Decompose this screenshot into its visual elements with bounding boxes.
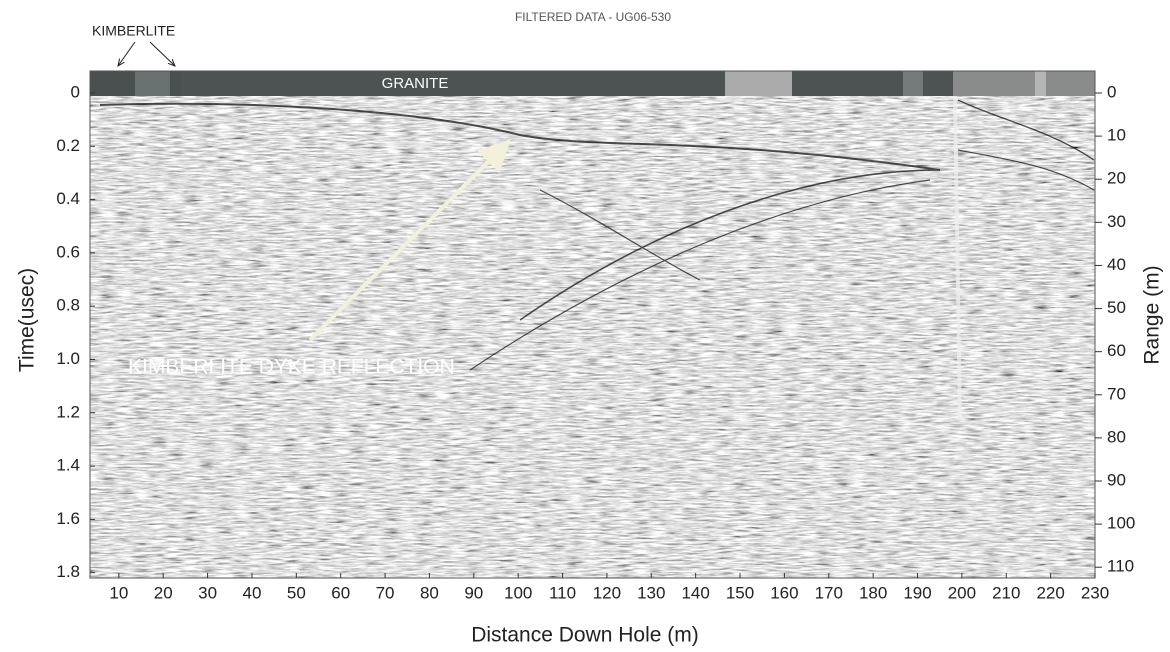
y2-tick-label: 60 [1107,341,1126,360]
y2-axis-label: Range (m) [1141,265,1164,364]
y-tick-label: 1.0 [56,349,80,368]
x-tick-label: 180 [859,583,887,602]
y2-tick-label: 50 [1107,298,1126,317]
x-tick-label: 200 [948,583,976,602]
x-tick-label: 230 [1081,583,1109,602]
chart-title: FILTERED DATA - UG06-530 [515,10,671,24]
x-tick-label: 110 [549,583,576,602]
x-tick-label: 190 [903,583,931,602]
plot-frame [89,70,1096,579]
y-tick-label: 1.8 [56,562,80,581]
x-tick-label: 130 [637,583,665,602]
y-axis-label: Time(usec) [16,268,39,372]
x-tick-label: 40 [242,583,261,602]
y2-tick-label: 110 [1107,557,1134,576]
x-tick-label: 170 [815,583,843,602]
y2-tick-label: 10 [1107,126,1126,145]
y2-tick-label: 0 [1107,82,1116,101]
x-tick-label: 30 [198,583,217,602]
y2-tick-label: 100 [1107,514,1135,533]
annotation: KIMBERLITE DYKE REFLECTION [128,356,455,379]
x-tick-label: 80 [420,583,439,602]
x-tick-label: 220 [1036,583,1064,602]
y2-tick-label: 20 [1107,169,1126,188]
granite-label: GRANITE [382,75,449,92]
y-tick-label: 0.8 [56,296,80,315]
y2-tick-label: 30 [1107,212,1126,231]
x-axis-label: Distance Down Hole (m) [471,624,699,647]
y2-tick-label: 90 [1107,470,1126,489]
kimberlite-label: KIMBERLITE [92,23,175,39]
y2-tick-label: 40 [1107,255,1126,274]
x-tick-label: 140 [681,583,709,602]
y2-tick-label: 70 [1107,384,1126,403]
y-tick-label: 0 [71,82,80,101]
y2-tick-label: 80 [1107,427,1126,446]
y-tick-label: 0.4 [56,189,80,208]
x-tick-label: 20 [154,583,173,602]
x-tick-label: 210 [992,583,1020,602]
x-tick-label: 120 [593,583,621,602]
x-tick-label: 70 [376,583,395,602]
x-tick-label: 50 [287,583,306,602]
y-tick-label: 0.6 [56,242,80,261]
kimberlite-arrow [149,41,175,66]
geology-bar [90,71,1095,96]
y-tick-label: 1.2 [56,402,80,421]
y-tick-label: 1.4 [56,456,80,475]
x-tick-label: 90 [464,583,483,602]
x-tick-label: 10 [109,583,128,602]
y-tick-label: 1.6 [56,509,80,528]
x-tick-label: 100 [504,583,532,602]
annotation-arrow [308,139,511,342]
x-tick-label: 160 [770,583,798,602]
y-tick-label: 0.2 [56,136,80,155]
radargram [90,93,1095,578]
x-tick-label: 60 [331,583,350,602]
kimberlite-arrow [118,41,136,66]
reflections [99,94,1095,421]
x-tick-label: 150 [726,583,754,602]
